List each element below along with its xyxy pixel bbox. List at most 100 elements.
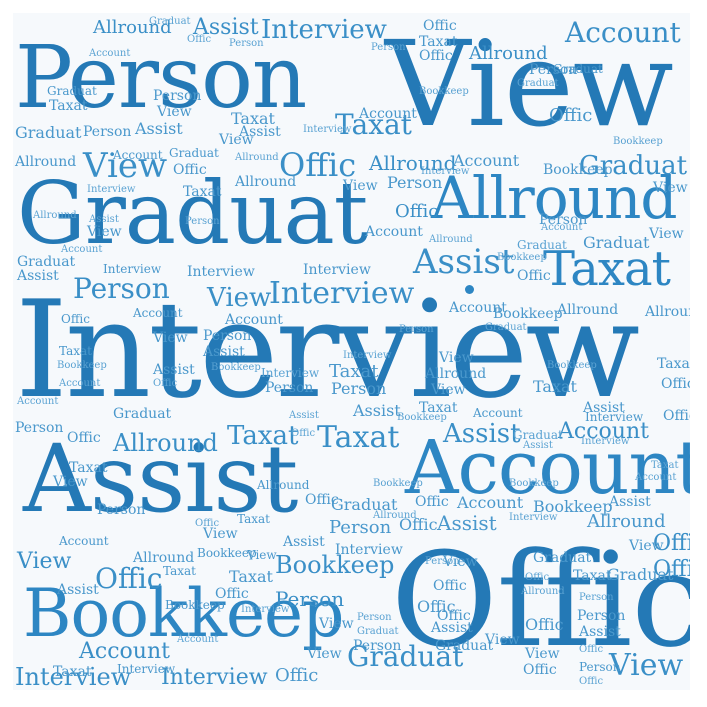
word-offic-medium: Offic — [653, 557, 690, 582]
word-person-small: Person — [539, 212, 588, 228]
word-interview-xsmall: Interview — [87, 184, 136, 195]
word-allround-xsmall: Allround — [373, 510, 417, 521]
word-person-xsmall: Person — [357, 612, 392, 623]
word-assist-small: Assist — [203, 344, 245, 360]
word-interview-small: Interview — [303, 262, 371, 278]
word-view-medium: View — [17, 549, 72, 574]
word-account-xsmall: Account — [541, 222, 583, 233]
word-allround-medium: Allround — [93, 17, 172, 38]
word-taxat-medium: Taxat — [317, 420, 400, 455]
word-person-small: Person — [577, 608, 626, 624]
word-allround-small: Allround — [15, 154, 77, 170]
word-bookkeep-medium: Bookkeep — [275, 551, 395, 579]
word-graduat-xsmall: Graduat — [517, 78, 559, 89]
word-allround-xsmall: Allround — [33, 210, 77, 221]
word-view-medium: View — [609, 648, 684, 683]
word-offic-xsmall: Offic — [187, 34, 212, 45]
word-taxat-small: Taxat — [229, 567, 273, 586]
word-taxat-small: Taxat — [419, 34, 458, 50]
word-offic-xsmall: Offic — [195, 518, 220, 529]
word-offic-medium: Offic — [395, 201, 439, 222]
word-offic-xsmall: Offic — [291, 428, 316, 439]
word-account-small: Account — [453, 151, 520, 170]
word-bookkeep-xsmall: Bookkeep — [613, 136, 663, 147]
word-bookkeep-xsmall: Bookkeep — [397, 412, 447, 423]
word-interview-xsmall: Interview — [241, 604, 290, 615]
word-offic-small: Offic — [399, 515, 438, 534]
word-bookkeep-small: Bookkeep — [165, 598, 225, 612]
word-account-small: Account — [59, 534, 109, 548]
word-interview-xsmall: Interview — [581, 436, 630, 447]
word-offic-small: Offic — [437, 608, 471, 624]
word-interview-small: Interview — [585, 410, 644, 424]
word-interview-xsmall: Interview — [343, 350, 392, 361]
word-assist-small: Assist — [283, 534, 325, 550]
word-taxat-small: Taxat — [69, 460, 108, 476]
word-graduat-medium: Graduat — [347, 640, 464, 673]
word-offic-small: Offic — [549, 105, 593, 126]
word-person-small: Person — [529, 62, 578, 78]
word-interview-medium: Interview — [15, 663, 132, 690]
word-person-xsmall: Person — [185, 216, 220, 227]
word-bookkeep-xsmall: Bookkeep — [373, 478, 423, 489]
word-interview-small: Interview — [117, 662, 176, 676]
word-offic-small: Offic — [305, 492, 339, 508]
word-offic-small: Offic — [275, 665, 319, 686]
word-allround-medium: Allround — [369, 151, 457, 175]
word-view-small: View — [319, 616, 354, 632]
word-taxat-small: Taxat — [329, 361, 379, 382]
word-assist-small: Assist — [353, 401, 401, 420]
word-graduat-small: Graduat — [113, 406, 172, 422]
word-taxat-small: Taxat — [419, 400, 458, 416]
word-view-medium: View — [207, 283, 272, 313]
word-assist-small: Assist — [583, 400, 625, 416]
word-interview-large: Interview — [15, 272, 640, 428]
word-assist-medium: Assist — [193, 15, 259, 40]
word-graduat-xsmall: Graduat — [485, 322, 527, 333]
word-view-small: View — [87, 224, 122, 240]
word-account-small: Account — [449, 300, 507, 316]
word-graduat-xsmall: Graduat — [357, 626, 399, 637]
word-view-small: View — [443, 554, 478, 570]
word-assist-xsmall: Assist — [289, 410, 319, 421]
word-assist-small: Assist — [239, 124, 281, 140]
word-view-small: View — [153, 330, 188, 346]
word-person-small: Person — [153, 88, 202, 104]
word-bookkeep-small: Bookkeep — [543, 162, 613, 178]
word-graduat-xsmall: Graduat — [517, 238, 567, 252]
word-offic-large: Offic — [391, 524, 690, 676]
word-interview-small: Interview — [187, 264, 255, 280]
word-view-small: View — [649, 226, 684, 242]
word-offic-small: Offic — [67, 430, 101, 446]
word-view-small: View — [653, 180, 688, 196]
word-view-small: View — [157, 104, 192, 120]
word-offic-small: Offic — [61, 312, 90, 326]
word-view-small: View — [629, 538, 664, 554]
word-person-xsmall: Person — [425, 556, 460, 567]
word-interview-medium: Interview — [161, 665, 268, 690]
word-view-large: View — [385, 15, 674, 153]
word-graduat-small: Graduat — [533, 550, 592, 566]
word-offic-small: Offic — [173, 162, 207, 178]
word-graduat-small: Graduat — [583, 233, 650, 252]
word-offic-small: Offic — [433, 578, 467, 594]
word-graduat-small: Graduat — [17, 254, 76, 270]
word-account-small: Account — [113, 148, 163, 162]
word-assist-small: Assist — [437, 511, 497, 535]
word-account-small: Account — [365, 224, 423, 240]
word-allround-small: Allround — [645, 304, 690, 320]
word-offic-small: Offic — [525, 615, 564, 634]
word-account-medium: Account — [558, 419, 649, 444]
word-person-small: Person — [353, 638, 402, 654]
word-offic-xsmall: Offic — [579, 676, 604, 687]
word-offic-small: Offic — [423, 18, 457, 34]
word-offic-small: Offic — [215, 586, 249, 602]
word-taxat-small: Taxat — [163, 564, 196, 578]
word-account-small: Account — [473, 406, 523, 420]
word-offic-small: Offic — [517, 268, 551, 284]
word-allround-small: Allround — [133, 550, 195, 566]
word-bookkeep-xsmall: Bookkeep — [211, 362, 261, 373]
word-offic-small: Offic — [417, 597, 456, 616]
word-view-small: View — [219, 132, 254, 148]
word-allround-large: Allround — [431, 164, 677, 232]
